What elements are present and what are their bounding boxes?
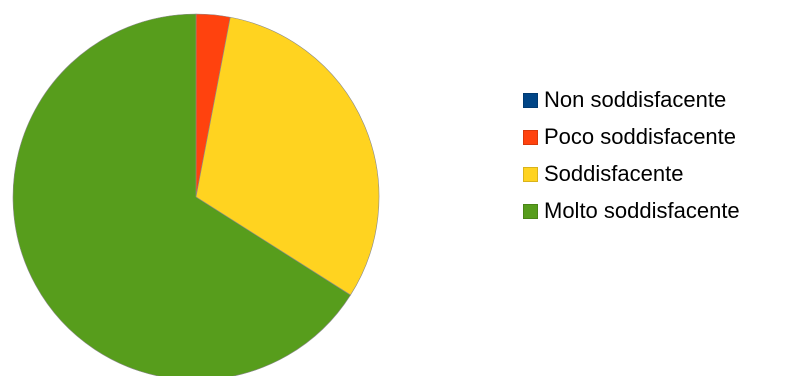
- legend-item-non-soddisfacente: Non soddisfacente: [523, 86, 740, 114]
- pie-slice-soddisfacente: [195, 16, 380, 296]
- pie-slice-molto-soddisfacente: [12, 13, 351, 376]
- legend-swatch-non-soddisfacente: [523, 92, 538, 108]
- legend-label-molto-soddisfacente: Molto soddisfacente: [544, 198, 740, 223]
- legend-label-soddisfacente: Soddisfacente: [544, 161, 684, 186]
- legend-swatch-poco-soddisfacente: [523, 129, 538, 145]
- chart-legend: Non soddisfacente Poco soddisfacente Sod…: [523, 86, 740, 225]
- legend-item-molto-soddisfacente: Molto soddisfacente: [523, 197, 740, 225]
- legend-label-poco-soddisfacente: Poco soddisfacente: [544, 124, 737, 149]
- legend-item-poco-soddisfacente: Poco soddisfacente: [523, 123, 740, 151]
- legend-swatch-molto-soddisfacente: [523, 203, 538, 219]
- legend-swatch-soddisfacente: [523, 166, 538, 182]
- legend-label-non-soddisfacente: Non soddisfacente: [544, 87, 727, 112]
- legend-item-soddisfacente: Soddisfacente: [523, 160, 740, 188]
